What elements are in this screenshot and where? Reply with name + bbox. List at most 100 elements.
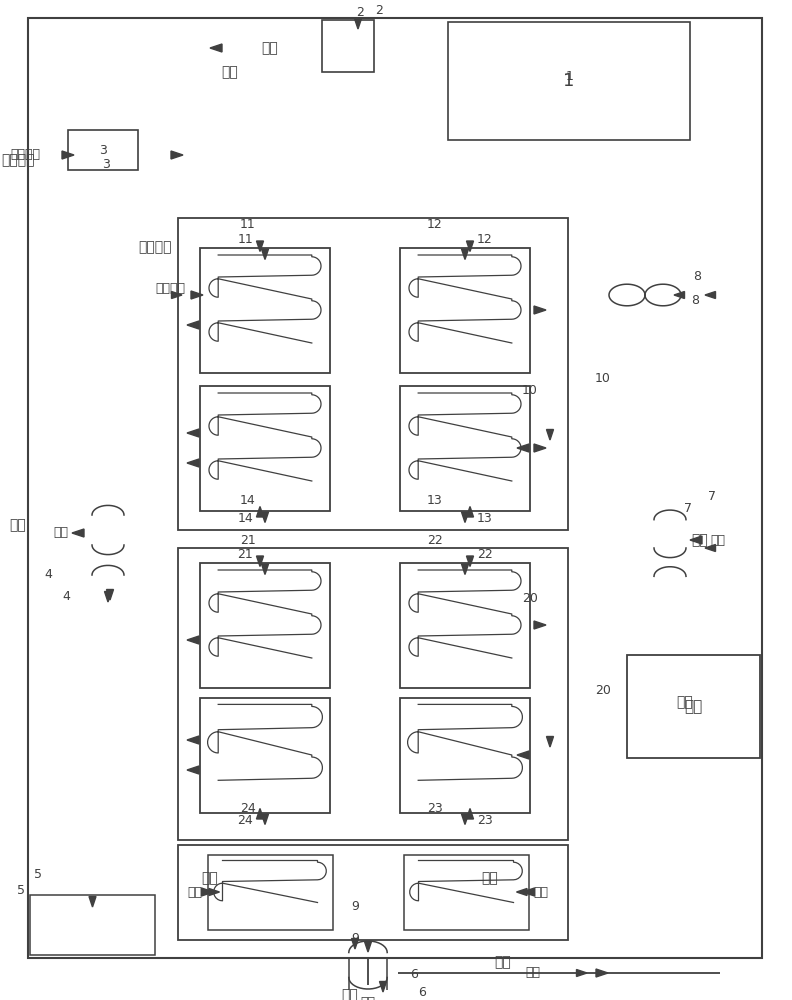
Text: 6: 6 — [418, 986, 426, 998]
Text: 热水: 热水 — [710, 534, 725, 546]
Polygon shape — [261, 814, 268, 824]
Polygon shape — [191, 291, 203, 299]
Polygon shape — [257, 506, 264, 517]
Polygon shape — [466, 556, 474, 566]
Text: 11: 11 — [238, 233, 253, 246]
Polygon shape — [257, 808, 264, 819]
Text: 1: 1 — [563, 72, 575, 90]
Text: 7: 7 — [684, 502, 692, 514]
Polygon shape — [364, 942, 371, 952]
Text: 21: 21 — [238, 548, 253, 561]
Polygon shape — [705, 544, 715, 552]
Bar — [178, 218, 568, 530]
Bar — [200, 562, 330, 688]
Text: 3: 3 — [99, 143, 107, 156]
Polygon shape — [187, 429, 199, 437]
Text: 5: 5 — [34, 868, 42, 882]
Polygon shape — [705, 292, 715, 298]
Polygon shape — [209, 888, 219, 896]
Polygon shape — [210, 44, 222, 52]
Bar — [30, 895, 155, 955]
Polygon shape — [462, 249, 469, 259]
Text: 风道: 风道 — [495, 955, 512, 969]
Bar — [322, 20, 374, 72]
Text: 废水: 废水 — [53, 526, 68, 540]
Text: 12: 12 — [427, 219, 443, 232]
Text: 6: 6 — [410, 968, 418, 982]
Polygon shape — [187, 459, 199, 467]
Polygon shape — [187, 321, 199, 329]
Text: 7: 7 — [708, 489, 716, 502]
Polygon shape — [257, 556, 264, 566]
Text: 废水: 废水 — [188, 886, 203, 898]
Text: 冷水: 冷水 — [534, 886, 549, 898]
Text: 5: 5 — [17, 884, 25, 896]
Bar — [178, 845, 568, 940]
Bar — [448, 22, 690, 140]
Text: 废水: 废水 — [202, 871, 219, 885]
Text: 风道: 风道 — [261, 41, 278, 55]
Bar — [200, 385, 330, 510]
Text: 14: 14 — [240, 493, 256, 506]
Polygon shape — [172, 292, 182, 298]
Text: 1: 1 — [566, 70, 574, 84]
Bar — [200, 698, 330, 812]
Text: 13: 13 — [477, 512, 493, 525]
Polygon shape — [187, 636, 199, 644]
Text: 室内空气: 室内空气 — [10, 148, 40, 161]
Bar — [400, 698, 530, 812]
Text: 24: 24 — [238, 814, 253, 827]
Polygon shape — [674, 292, 684, 298]
Polygon shape — [523, 888, 535, 896]
Bar — [68, 130, 138, 170]
Bar — [403, 854, 528, 930]
Polygon shape — [72, 529, 84, 537]
Text: 10: 10 — [595, 372, 611, 385]
Text: 废水: 废水 — [10, 518, 26, 532]
Text: 2: 2 — [375, 4, 383, 17]
Polygon shape — [546, 430, 554, 440]
Text: 2: 2 — [356, 5, 364, 18]
Polygon shape — [62, 151, 74, 159]
Text: 9: 9 — [351, 932, 359, 944]
Text: 12: 12 — [477, 233, 493, 246]
Polygon shape — [534, 621, 546, 629]
Text: 8: 8 — [693, 270, 701, 284]
Text: 10: 10 — [522, 383, 538, 396]
Polygon shape — [355, 18, 361, 29]
Text: 热水: 热水 — [691, 533, 708, 547]
Polygon shape — [187, 766, 199, 774]
Text: 22: 22 — [427, 534, 443, 546]
Polygon shape — [257, 241, 264, 251]
Bar — [400, 385, 530, 510]
Text: 24: 24 — [240, 802, 256, 814]
Polygon shape — [352, 938, 359, 949]
Bar — [400, 247, 530, 372]
Polygon shape — [517, 751, 529, 759]
Text: 厂用: 厂用 — [676, 695, 693, 709]
Text: 风道: 风道 — [222, 65, 238, 79]
Text: 室内空气: 室内空气 — [2, 153, 35, 167]
Polygon shape — [534, 444, 546, 452]
Bar — [400, 562, 530, 688]
Polygon shape — [577, 970, 587, 976]
Text: 20: 20 — [595, 684, 611, 696]
Text: 21: 21 — [240, 534, 256, 546]
Bar — [627, 655, 760, 758]
Polygon shape — [89, 896, 96, 907]
Polygon shape — [105, 591, 112, 602]
Polygon shape — [261, 249, 268, 259]
Bar — [208, 854, 333, 930]
Bar — [178, 548, 568, 840]
Text: 14: 14 — [238, 512, 253, 525]
Text: 22: 22 — [477, 548, 493, 561]
Polygon shape — [171, 151, 183, 159]
Text: 厂用: 厂用 — [684, 699, 703, 714]
Text: 9: 9 — [351, 900, 359, 914]
Polygon shape — [462, 814, 469, 824]
Text: 20: 20 — [522, 591, 538, 604]
Polygon shape — [690, 536, 702, 544]
Text: 8: 8 — [691, 294, 699, 306]
Text: 驱动衑汽: 驱动衑汽 — [139, 240, 172, 254]
Polygon shape — [261, 564, 268, 574]
